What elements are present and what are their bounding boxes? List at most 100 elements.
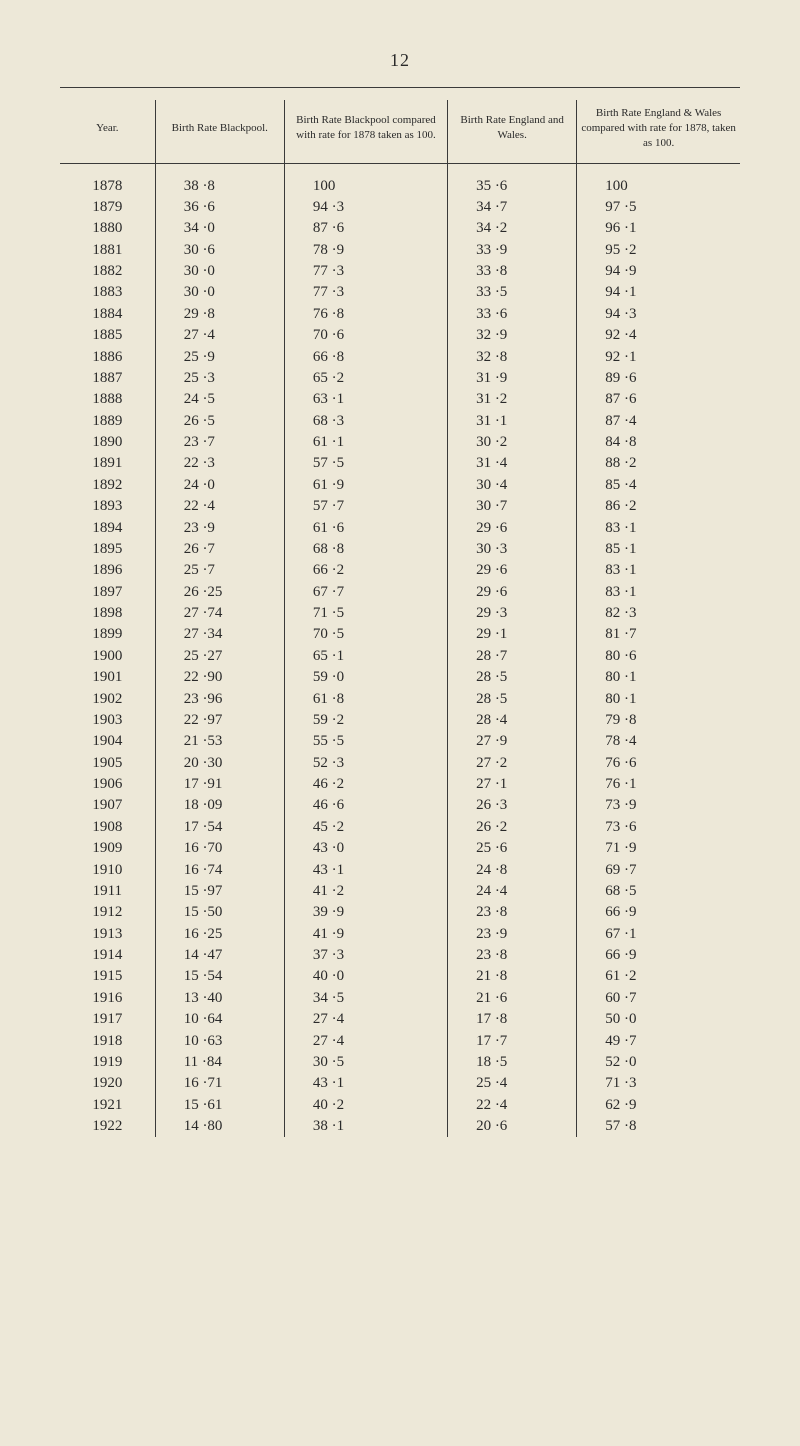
cell-value: 24 ·8 (448, 859, 577, 880)
table-row: 189423 ·961 ·629 ·683 ·1 (60, 517, 740, 538)
cell-value: 46 ·6 (284, 795, 447, 816)
cell-value: 83 ·1 (577, 560, 740, 581)
cell-value: 25 ·3 (155, 368, 284, 389)
cell-value: 67 ·7 (284, 581, 447, 602)
cell-value: 21 ·53 (155, 731, 284, 752)
cell-value: 81 ·7 (577, 624, 740, 645)
cell-value: 23 ·7 (155, 432, 284, 453)
table-row: 188725 ·365 ·231 ·989 ·6 (60, 368, 740, 389)
cell-value: 50 ·0 (577, 1009, 740, 1030)
cell-value: 22 ·90 (155, 667, 284, 688)
cell-year: 1899 (60, 624, 155, 645)
cell-value: 25 ·6 (448, 838, 577, 859)
col-header-blackpool-rate: Birth Rate Blackpool. (155, 100, 284, 163)
table-row: 191515 ·5440 ·021 ·861 ·2 (60, 966, 740, 987)
cell-value: 83 ·1 (577, 581, 740, 602)
table-row: 192214 ·8038 ·120 ·657 ·8 (60, 1116, 740, 1137)
cell-value: 24 ·5 (155, 389, 284, 410)
cell-value: 57 ·7 (284, 496, 447, 517)
table-row: 191710 ·6427 ·417 ·850 ·0 (60, 1009, 740, 1030)
cell-value: 13 ·40 (155, 988, 284, 1009)
cell-value: 73 ·6 (577, 817, 740, 838)
cell-year: 1902 (60, 688, 155, 709)
cell-value: 30 ·0 (155, 261, 284, 282)
cell-value: 23 ·9 (448, 923, 577, 944)
cell-value: 33 ·8 (448, 261, 577, 282)
cell-value: 38 ·1 (284, 1116, 447, 1137)
table-row: 188926 ·568 ·331 ·187 ·4 (60, 410, 740, 431)
cell-value: 57 ·8 (577, 1116, 740, 1137)
cell-year: 1891 (60, 453, 155, 474)
cell-year: 1909 (60, 838, 155, 859)
table-row: 188824 ·563 ·131 ·287 ·6 (60, 389, 740, 410)
cell-value: 31 ·2 (448, 389, 577, 410)
cell-year: 1888 (60, 389, 155, 410)
table-row: 191016 ·7443 ·124 ·869 ·7 (60, 859, 740, 880)
cell-value: 26 ·3 (448, 795, 577, 816)
cell-value: 14 ·47 (155, 945, 284, 966)
cell-value: 63 ·1 (284, 389, 447, 410)
cell-value: 88 ·2 (577, 453, 740, 474)
cell-value: 16 ·71 (155, 1073, 284, 1094)
cell-value: 18 ·5 (448, 1052, 577, 1073)
table-row: 189726 ·2567 ·729 ·683 ·1 (60, 581, 740, 602)
cell-value: 73 ·9 (577, 795, 740, 816)
cell-value: 17 ·7 (448, 1030, 577, 1051)
cell-value: 29 ·6 (448, 581, 577, 602)
cell-value: 43 ·0 (284, 838, 447, 859)
cell-year: 1921 (60, 1094, 155, 1115)
table-row: 190617 ·9146 ·227 ·176 ·1 (60, 774, 740, 795)
table-row: 190223 ·9661 ·828 ·580 ·1 (60, 688, 740, 709)
cell-value: 66 ·9 (577, 902, 740, 923)
table-row: 191316 ·2541 ·923 ·967 ·1 (60, 923, 740, 944)
cell-value: 27 ·9 (448, 731, 577, 752)
birth-rate-table: Year. Birth Rate Blackpool. Birth Rate B… (60, 100, 740, 1137)
cell-value: 60 ·7 (577, 988, 740, 1009)
cell-value: 34 ·2 (448, 218, 577, 239)
cell-year: 1920 (60, 1073, 155, 1094)
table-row: 189122 ·357 ·531 ·488 ·2 (60, 453, 740, 474)
cell-year: 1922 (60, 1116, 155, 1137)
cell-value: 17 ·91 (155, 774, 284, 795)
table-row: 191810 ·6327 ·417 ·749 ·7 (60, 1030, 740, 1051)
cell-value: 94 ·3 (284, 197, 447, 218)
cell-value: 32 ·8 (448, 346, 577, 367)
cell-year: 1896 (60, 560, 155, 581)
cell-value: 27 ·34 (155, 624, 284, 645)
table-row: 190122 ·9059 ·028 ·580 ·1 (60, 667, 740, 688)
table-row: 191414 ·4737 ·323 ·866 ·9 (60, 945, 740, 966)
cell-value: 61 ·9 (284, 475, 447, 496)
cell-year: 1898 (60, 603, 155, 624)
cell-value: 66 ·8 (284, 346, 447, 367)
cell-value: 23 ·96 (155, 688, 284, 709)
cell-value: 71 ·9 (577, 838, 740, 859)
cell-value: 52 ·3 (284, 752, 447, 773)
cell-value: 65 ·1 (284, 646, 447, 667)
cell-value: 31 ·1 (448, 410, 577, 431)
cell-year: 1882 (60, 261, 155, 282)
cell-value: 43 ·1 (284, 1073, 447, 1094)
cell-year: 1900 (60, 646, 155, 667)
table-row: 188230 ·077 ·333 ·894 ·9 (60, 261, 740, 282)
cell-value: 20 ·30 (155, 752, 284, 773)
table-row: 190322 ·9759 ·228 ·479 ·8 (60, 710, 740, 731)
table-row: 189322 ·457 ·730 ·786 ·2 (60, 496, 740, 517)
cell-value: 39 ·9 (284, 902, 447, 923)
cell-value: 27 ·4 (155, 325, 284, 346)
cell-value: 76 ·8 (284, 304, 447, 325)
cell-year: 1904 (60, 731, 155, 752)
cell-value: 28 ·5 (448, 667, 577, 688)
cell-value: 26 ·25 (155, 581, 284, 602)
cell-value: 14 ·80 (155, 1116, 284, 1137)
cell-value: 31 ·4 (448, 453, 577, 474)
cell-value: 82 ·3 (577, 603, 740, 624)
table-row: 191911 ·8430 ·518 ·552 ·0 (60, 1052, 740, 1073)
cell-value: 59 ·0 (284, 667, 447, 688)
cell-value: 17 ·8 (448, 1009, 577, 1030)
table-row: 190421 ·5355 ·527 ·978 ·4 (60, 731, 740, 752)
cell-value: 87 ·6 (577, 389, 740, 410)
cell-value: 66 ·2 (284, 560, 447, 581)
cell-value: 22 ·4 (155, 496, 284, 517)
cell-value: 27 ·1 (448, 774, 577, 795)
cell-value: 55 ·5 (284, 731, 447, 752)
